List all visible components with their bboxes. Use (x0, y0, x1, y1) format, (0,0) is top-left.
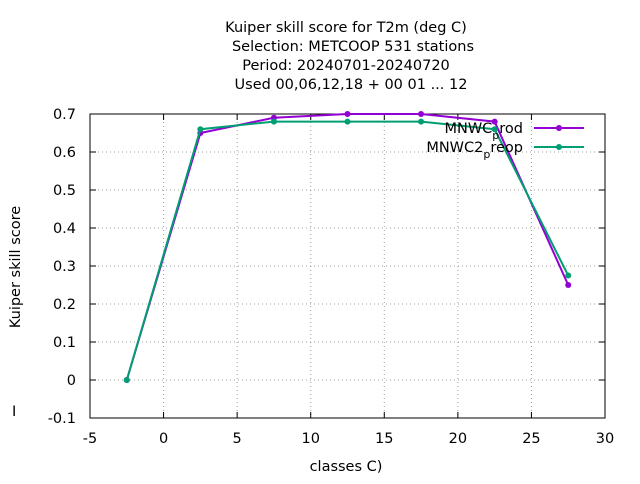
data-point (123, 377, 130, 383)
tick-label-x: 25 (522, 431, 540, 447)
series-MNWC2_preop (123, 118, 572, 383)
tick-label-y: 0.2 (53, 297, 76, 313)
title-line-3: Period: 20240701-20240720 (242, 58, 450, 74)
legend-marker (556, 125, 562, 131)
tick-label-y: 0.6 (53, 145, 76, 161)
tick-label-y: 0.5 (53, 183, 76, 199)
data-point (491, 118, 498, 125)
tick-label-x: -5 (83, 431, 97, 447)
legend-label: MNWC2preop (426, 140, 523, 161)
tick-label-x: 20 (449, 431, 467, 447)
data-point (344, 111, 351, 117)
title-line-1: Kuiper skill score for T2m (deg C) (225, 20, 467, 36)
data-point (197, 126, 204, 133)
axis-ticks: -0.1 0 0.1 0.2 0.3 0.4 0.5 0.6 0.7 -5 0 5 10 15 20 25 30 (48, 107, 615, 447)
plot-frame (89, 113, 606, 419)
tick-label-x: 5 (233, 431, 242, 447)
stray-mark: I (12, 404, 16, 420)
tick-label-y: 0.7 (53, 107, 76, 123)
tick-label-x: 30 (596, 431, 614, 447)
data-point (565, 282, 572, 288)
data-point (565, 272, 572, 279)
data-point (270, 118, 277, 125)
series (123, 111, 572, 383)
legend-label: MNWCprod (444, 121, 523, 142)
legend-marker (556, 144, 562, 150)
grid (90, 114, 605, 418)
x-axis-label: classes C) (310, 459, 383, 475)
tick-label-x: 15 (375, 431, 393, 447)
data-point (344, 118, 351, 125)
tick-label-y: -0.1 (48, 411, 76, 427)
y-axis-label: Kuiper skill score (8, 206, 24, 328)
tick-label-y: 0.4 (53, 221, 76, 237)
tick-label-y: 0.1 (53, 335, 76, 351)
tick-label-x: 0 (159, 431, 168, 447)
chart-title: Kuiper skill score for T2m (deg C) Selec… (225, 20, 474, 93)
title-line-4: Used 00,06,12,18 + 00 01 ... 12 (235, 77, 468, 93)
data-point (491, 126, 498, 133)
tick-label-x: 10 (301, 431, 319, 447)
tick-label-y: 0.3 (53, 259, 76, 275)
title-line-2: Selection: METCOOP 531 stations (232, 39, 474, 55)
data-point (418, 111, 425, 117)
data-point (418, 118, 425, 125)
tick-label-y: 0 (67, 373, 76, 389)
